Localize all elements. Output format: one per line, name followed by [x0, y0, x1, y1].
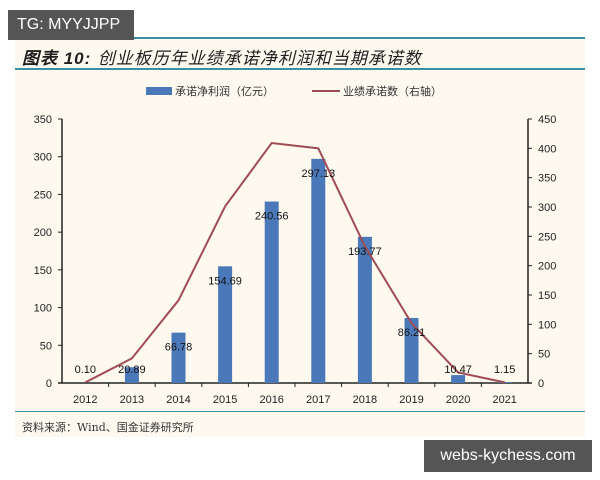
x-tick-label: 2013 [120, 394, 144, 406]
bar-data-label: 154.69 [208, 275, 242, 287]
left-tick-label: 200 [34, 227, 52, 239]
x-tick-label: 2014 [166, 394, 190, 406]
watermark-bottom-right: webs-kychess.com [424, 440, 592, 472]
bar [451, 375, 466, 383]
bar-data-label: 66.78 [165, 342, 193, 354]
right-tick-label: 300 [538, 202, 556, 214]
bar-data-label: 86.21 [398, 327, 426, 339]
source-note: 资料来源：Wind、国金证券研究所 [22, 421, 194, 434]
figure-title: 图表 10: 创业板历年业绩承诺净利润和当期承诺数 [22, 44, 422, 69]
bar [171, 332, 186, 383]
bottom-rule [15, 411, 585, 412]
left-tick-label: 300 [34, 152, 52, 164]
bar [311, 158, 326, 383]
line-series [84, 141, 505, 384]
watermark-top-left: TG: MYYJJPP [8, 10, 134, 40]
x-tick-label: 2012 [73, 394, 97, 406]
right-tick-label: 350 [538, 173, 556, 185]
bar [404, 317, 419, 383]
right-tick-label: 400 [538, 143, 556, 155]
bar [264, 201, 279, 383]
figure-title-text: 创业板历年业绩承诺净利润和当期承诺数 [97, 49, 422, 69]
right-tick-label: 50 [538, 349, 550, 361]
x-tick-label: 2015 [213, 394, 237, 406]
bar [124, 367, 139, 383]
x-tick-label: 2020 [446, 394, 470, 406]
left-tick-label: 350 [34, 114, 52, 126]
x-tick-label: 2018 [353, 394, 377, 406]
left-tick-label: 0 [46, 378, 52, 390]
top-rule [15, 37, 585, 39]
left-tick-label: 100 [34, 303, 52, 315]
x-tick-label: 2019 [399, 394, 423, 406]
bar-data-label: 297.13 [301, 168, 335, 180]
figure-title-prefix: 图表 10: [22, 49, 92, 68]
legend-item-line: 业绩承诺数（右轴） [312, 83, 442, 99]
x-tick-label: 2016 [259, 394, 283, 406]
bar [357, 236, 372, 383]
bar-data-label: 10.47 [444, 364, 472, 376]
bar-data-label: 193.77 [348, 246, 382, 258]
right-tick-label: 450 [538, 114, 556, 126]
x-tick-label: 2021 [492, 394, 516, 406]
legend-line-swatch [312, 90, 340, 92]
right-tick-label: 150 [538, 290, 556, 302]
bar-data-label: 1.15 [494, 364, 515, 376]
bar [497, 382, 512, 383]
right-tick-label: 250 [538, 231, 556, 243]
legend-line-label: 业绩承诺数（右轴） [343, 85, 442, 98]
bar-data-label: 0.10 [75, 364, 96, 376]
right-tick-label: 0 [538, 378, 544, 390]
legend-item-bars: 承诺净利润（亿元） [146, 83, 274, 99]
right-tick-label: 200 [538, 261, 556, 273]
left-tick-label: 250 [34, 189, 52, 201]
left-tick-label: 150 [34, 265, 52, 277]
legend-bar-swatch [146, 87, 172, 95]
right-tick-label: 100 [538, 319, 556, 331]
x-tick-label: 2017 [306, 394, 330, 406]
bar-data-label: 20.89 [118, 364, 146, 376]
title-rule [15, 68, 585, 70]
left-tick-label: 50 [40, 340, 52, 352]
bar-data-label: 240.56 [255, 211, 289, 223]
legend-bar-label: 承诺净利润（亿元） [175, 85, 274, 98]
bar [218, 266, 233, 383]
